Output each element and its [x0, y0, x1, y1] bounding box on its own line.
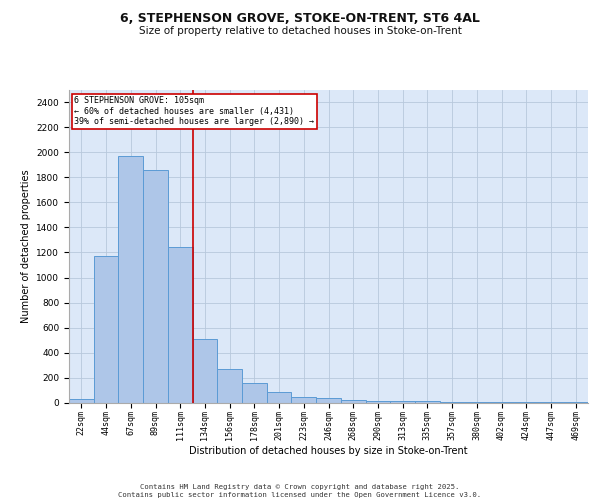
X-axis label: Distribution of detached houses by size in Stoke-on-Trent: Distribution of detached houses by size … — [189, 446, 468, 456]
Bar — [365, 400, 390, 402]
Bar — [69, 400, 94, 402]
Bar — [118, 156, 143, 402]
Bar — [292, 397, 316, 402]
Bar — [94, 256, 118, 402]
Bar — [316, 398, 341, 402]
Bar — [143, 170, 168, 402]
Bar — [217, 369, 242, 402]
Text: Contains HM Land Registry data © Crown copyright and database right 2025.
Contai: Contains HM Land Registry data © Crown c… — [118, 484, 482, 498]
Bar — [242, 383, 267, 402]
Bar — [415, 401, 440, 402]
Bar — [341, 400, 365, 402]
Bar — [193, 339, 217, 402]
Text: 6 STEPHENSON GROVE: 105sqm
← 60% of detached houses are smaller (4,431)
39% of s: 6 STEPHENSON GROVE: 105sqm ← 60% of deta… — [74, 96, 314, 126]
Y-axis label: Number of detached properties: Number of detached properties — [21, 170, 31, 323]
Text: 6, STEPHENSON GROVE, STOKE-ON-TRENT, ST6 4AL: 6, STEPHENSON GROVE, STOKE-ON-TRENT, ST6… — [120, 12, 480, 26]
Bar — [390, 401, 415, 402]
Text: Size of property relative to detached houses in Stoke-on-Trent: Size of property relative to detached ho… — [139, 26, 461, 36]
Bar — [267, 392, 292, 402]
Bar — [168, 248, 193, 402]
